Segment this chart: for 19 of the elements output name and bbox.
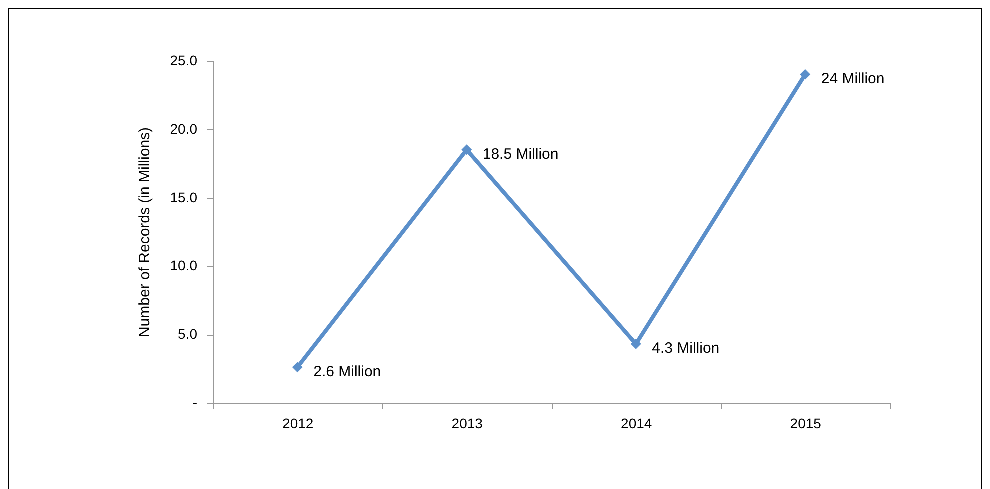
data-label: 4.3 Million [652,340,720,358]
data-label: 18.5 Million [482,146,559,163]
x-tick-label: 2012 [282,416,314,432]
y-tick-label: 25.0 [170,52,198,68]
point [462,144,472,156]
y-tick-label: 15.0 [170,189,198,206]
y-tick-label: - [192,394,198,410]
y-axis-title: Number of Records (in Millions) [136,127,154,338]
y-tick-label: 20.0 [170,120,198,137]
x-tick-label: 2014 [621,416,652,432]
data-label: 2.6 Million [314,363,382,380]
x-tick-label: 2013 [452,416,484,432]
y-tick-label: 10.0 [170,258,198,274]
x-tick-label: 2015 [790,416,822,432]
y-tick-label: 5.0 [178,326,198,342]
point [800,69,811,80]
point [630,338,642,350]
data-label: 24 Million [821,70,885,88]
point [292,362,303,373]
